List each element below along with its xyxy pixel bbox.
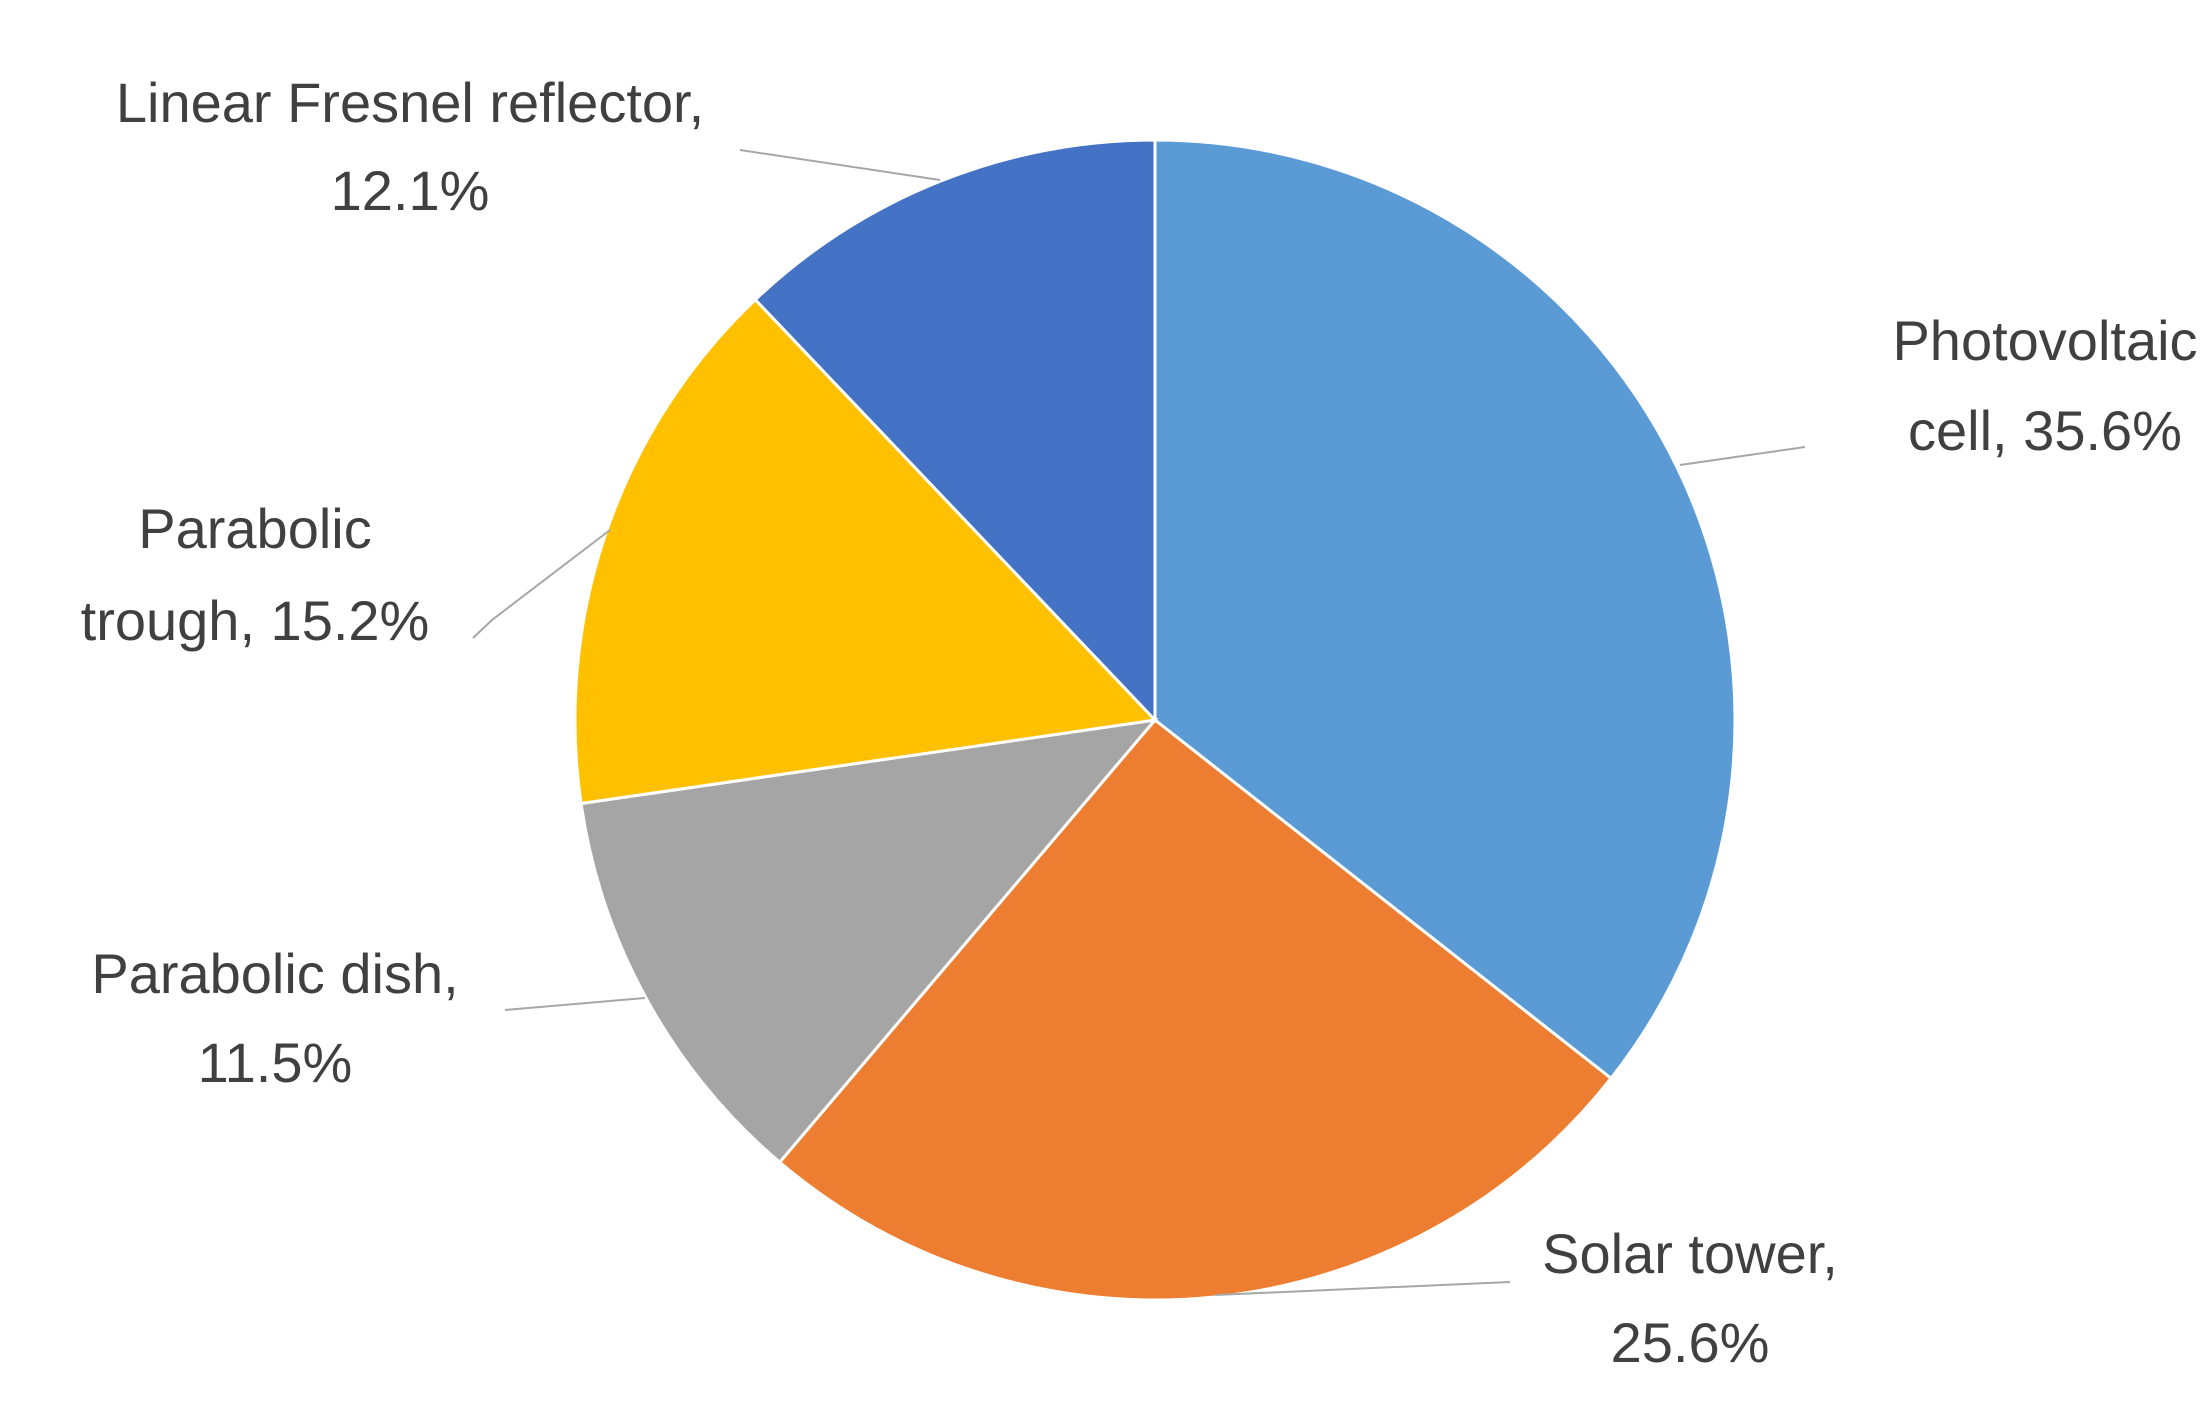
data-label-line: Parabolic dish,	[91, 942, 458, 1005]
leader-line-photovoltaic-cell	[1679, 446, 1806, 466]
data-label-line: cell, 35.6%	[1908, 399, 2182, 462]
data-label-line: Solar tower,	[1542, 1222, 1838, 1285]
slice-solar-tower	[777, 717, 1614, 1302]
data-label-linear-fresnel-reflector: Linear Fresnel reflector, 12.1%	[116, 71, 704, 222]
data-label-photovoltaic-cell: Photovoltaic cell, 35.6%	[1892, 309, 2197, 462]
labels-layer: Photovoltaic cell, 35.6% Solar tower, 25.6%…	[81, 71, 2198, 1374]
data-label-solar-tower: Solar tower, 25.6%	[1542, 1222, 1838, 1374]
data-label-line: Linear Fresnel reflector,	[116, 71, 704, 134]
leader-line-linear-fresnel-reflector	[739, 149, 941, 181]
data-label-parabolic-dish: Parabolic dish, 11.5%	[91, 942, 458, 1094]
leader-lines-layer	[472, 149, 1806, 1296]
data-label-line: trough, 15.2%	[81, 589, 430, 652]
leader-line-parabolic-trough	[472, 529, 611, 639]
slice-photovoltaic-cell	[1153, 138, 1737, 1081]
data-label-parabolic-trough: Parabolic trough, 15.2%	[81, 497, 430, 652]
data-label-line: Photovoltaic	[1892, 309, 2197, 372]
data-label-line: 25.6%	[1611, 1311, 1770, 1374]
slice-linear-fresnel-reflector	[753, 138, 1157, 724]
slice-parabolic-dish	[579, 717, 1159, 1165]
leader-line-parabolic-dish	[504, 997, 646, 1011]
slice-parabolic-trough	[573, 297, 1159, 806]
data-label-line: Parabolic	[138, 497, 371, 560]
data-label-line: 12.1%	[331, 159, 490, 222]
leader-line-solar-tower	[1214, 1281, 1511, 1296]
data-label-line: 11.5%	[198, 1031, 353, 1094]
slices-layer	[573, 138, 1737, 1302]
